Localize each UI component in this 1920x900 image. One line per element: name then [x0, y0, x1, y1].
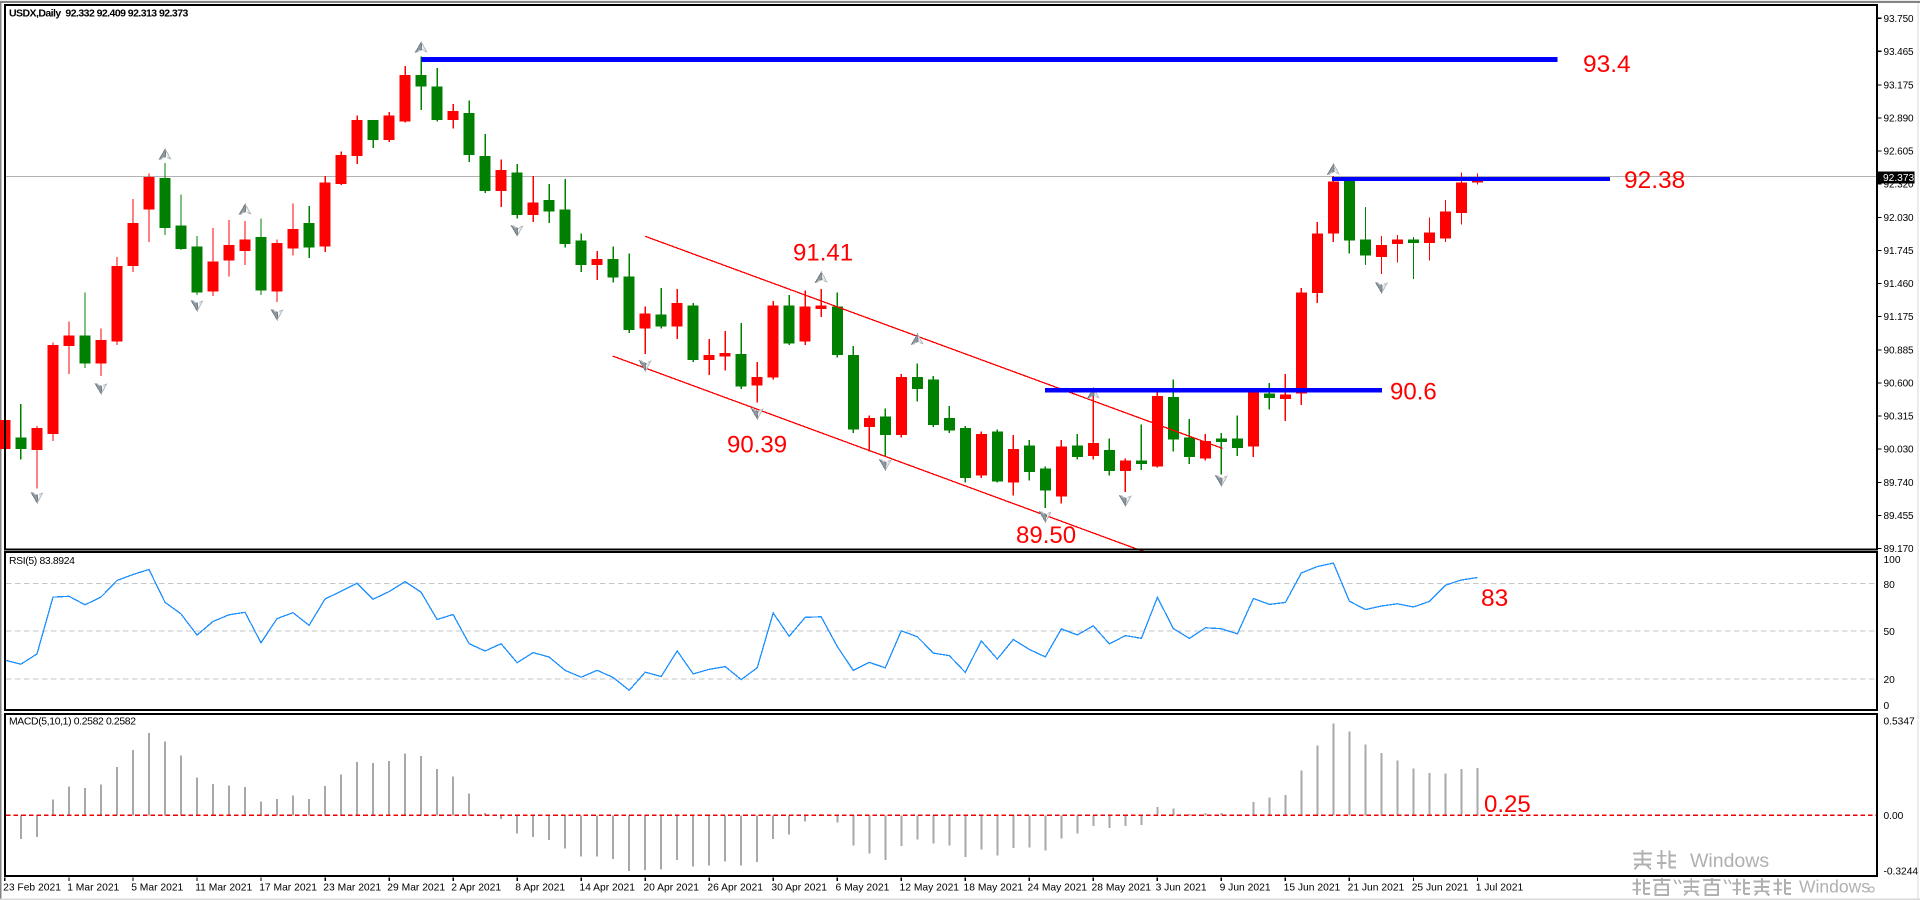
svg-text:18 May 2021: 18 May 2021	[964, 883, 1024, 894]
svg-text:30 Apr 2021: 30 Apr 2021	[771, 883, 827, 894]
svg-text:92.030: 92.030	[1884, 213, 1915, 224]
svg-text:92.373: 92.373	[1883, 173, 1914, 184]
svg-text:93.4: 93.4	[1583, 51, 1631, 78]
svg-text:MACD(5,10,1) 0.2582 0.2582: MACD(5,10,1) 0.2582 0.2582	[9, 717, 136, 728]
svg-text:0: 0	[1884, 701, 1890, 712]
svg-text:Windows: Windows	[1690, 850, 1769, 872]
svg-text:25 Jun 2021: 25 Jun 2021	[1412, 883, 1469, 894]
svg-text:93.750: 93.750	[1884, 14, 1915, 25]
svg-text:24 May 2021: 24 May 2021	[1028, 883, 1088, 894]
svg-text:15 Jun 2021: 15 Jun 2021	[1284, 883, 1341, 894]
svg-text:RSI(5) 83.8924: RSI(5) 83.8924	[9, 556, 75, 567]
svg-text:90.315: 90.315	[1884, 412, 1915, 423]
svg-text:0.5347: 0.5347	[1884, 717, 1915, 728]
svg-text:90.39: 90.39	[727, 432, 787, 459]
svg-text:12 May 2021: 12 May 2021	[900, 883, 960, 894]
svg-text:11 Mar 2021: 11 Mar 2021	[195, 883, 252, 894]
svg-text:50: 50	[1884, 627, 1896, 638]
svg-text:83: 83	[1481, 585, 1508, 612]
svg-text:26 Apr 2021: 26 Apr 2021	[707, 883, 763, 894]
svg-text:2 Apr 2021: 2 Apr 2021	[451, 883, 501, 894]
svg-text:91.745: 91.745	[1884, 246, 1915, 257]
svg-text:92.38: 92.38	[1624, 167, 1685, 194]
svg-text:20: 20	[1884, 675, 1896, 686]
svg-text:92.890: 92.890	[1884, 114, 1915, 125]
svg-text:USDX,Daily 92.332 92.409 92.3: USDX,Daily 92.332 92.409 92.313 92.373	[9, 8, 188, 20]
svg-text:89.740: 89.740	[1884, 478, 1915, 489]
svg-text:89.455: 89.455	[1884, 511, 1915, 522]
svg-text:1 Mar 2021: 1 Mar 2021	[67, 883, 119, 894]
svg-text:92.605: 92.605	[1884, 147, 1915, 158]
svg-text:89.50: 89.50	[1016, 522, 1076, 549]
svg-text:21 Jun 2021: 21 Jun 2021	[1348, 883, 1405, 894]
svg-text:92.320: 92.320	[1884, 180, 1915, 191]
svg-text:100: 100	[1884, 555, 1901, 566]
svg-text:8 Apr 2021: 8 Apr 2021	[515, 883, 565, 894]
svg-text:91.41: 91.41	[793, 240, 853, 267]
svg-text:93.175: 93.175	[1884, 81, 1915, 92]
svg-text:91.175: 91.175	[1884, 312, 1915, 323]
svg-text:0.25: 0.25	[1484, 791, 1531, 818]
svg-text:23 Mar 2021: 23 Mar 2021	[323, 883, 381, 894]
svg-text:90.6: 90.6	[1390, 379, 1437, 406]
svg-text:29 Mar 2021: 29 Mar 2021	[387, 883, 445, 894]
svg-text:1 Jul 2021: 1 Jul 2021	[1476, 883, 1524, 894]
svg-text:23 Feb 2021: 23 Feb 2021	[3, 883, 61, 894]
svg-text:9 Jun 2021: 9 Jun 2021	[1220, 883, 1271, 894]
svg-text:80: 80	[1884, 580, 1896, 591]
svg-text:0.00: 0.00	[1884, 811, 1904, 822]
svg-text:6 May 2021: 6 May 2021	[836, 883, 890, 894]
svg-text:Windows: Windows	[1799, 877, 1870, 897]
svg-text:17 Mar 2021: 17 Mar 2021	[259, 883, 317, 894]
svg-text:3 Jun 2021: 3 Jun 2021	[1156, 883, 1207, 894]
svg-text:28 May 2021: 28 May 2021	[1092, 883, 1152, 894]
svg-text:20 Apr 2021: 20 Apr 2021	[643, 883, 699, 894]
svg-text:14 Apr 2021: 14 Apr 2021	[579, 883, 635, 894]
svg-text:89.170: 89.170	[1884, 544, 1915, 555]
svg-text:90.885: 90.885	[1884, 346, 1915, 357]
svg-text:90.600: 90.600	[1884, 379, 1915, 390]
svg-text:-0.3244: -0.3244	[1884, 867, 1919, 878]
svg-text:90.030: 90.030	[1884, 445, 1915, 456]
svg-text:93.465: 93.465	[1884, 47, 1915, 58]
svg-text:91.460: 91.460	[1884, 279, 1915, 290]
svg-text:5 Mar 2021: 5 Mar 2021	[131, 883, 183, 894]
